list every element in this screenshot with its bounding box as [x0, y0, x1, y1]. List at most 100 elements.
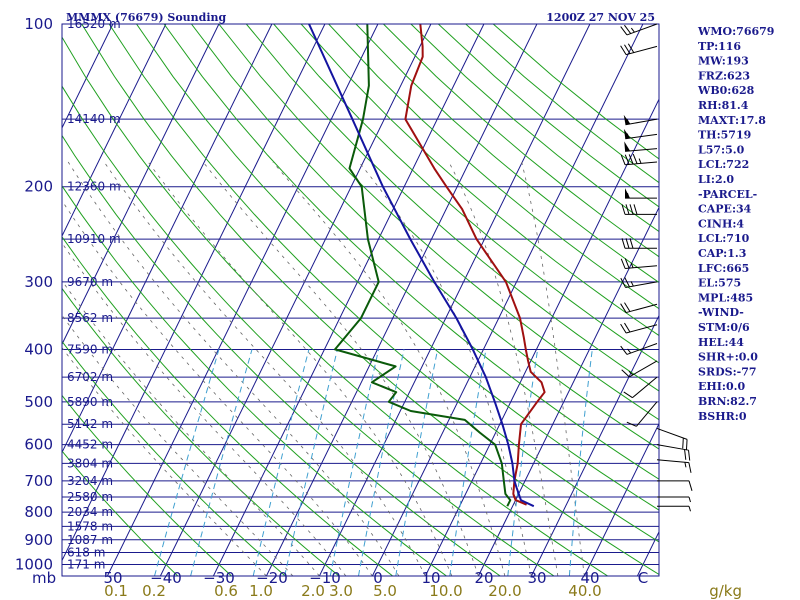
- height-label: 12360 m: [67, 180, 121, 194]
- wind-staff: [656, 444, 689, 451]
- isotherm-line: [106, 24, 379, 576]
- mixing-ratio-label: 3.0: [329, 582, 353, 600]
- pressure-tick-label: 300: [24, 273, 53, 291]
- index-item: FRZ:623: [698, 69, 750, 82]
- mixing-ratio-line: [507, 349, 539, 576]
- wind-barb: [657, 505, 691, 512]
- isotherm-line: [371, 24, 644, 576]
- pressure-tick-label: 900: [24, 531, 53, 549]
- temp-tick-label: 20: [474, 569, 493, 587]
- index-item: CAP:1.3: [698, 247, 746, 260]
- pressure-tick-label: 700: [24, 472, 53, 490]
- height-label: 171 m: [67, 558, 105, 572]
- wind-barb-half: [684, 462, 687, 468]
- temp-tick-label: 10: [421, 569, 440, 587]
- dry-adiabat: [81, 24, 659, 576]
- isotherm-line: [583, 422, 659, 576]
- moist-adiabat: [103, 161, 426, 576]
- mixing-ratio-line: [329, 349, 380, 576]
- wind-barb-full: [625, 204, 630, 215]
- pressure-tick-label: 800: [24, 503, 53, 521]
- moist-adiabat: [62, 242, 347, 576]
- height-label: 3204 m: [67, 474, 113, 488]
- temperature-line: [404, 24, 546, 506]
- mixing-ratio-line: [449, 349, 487, 576]
- temp-tick-label: −20: [256, 569, 288, 587]
- mixing-ratio-line: [568, 349, 593, 576]
- isotherm-line: [62, 24, 220, 346]
- wind-barb-full: [688, 450, 691, 461]
- temp-tick-label: 30: [527, 569, 546, 587]
- mixing-unit: g/kg: [709, 582, 742, 600]
- index-item: SHR+:0.0: [698, 351, 758, 364]
- wind-barb: [621, 238, 657, 249]
- wind-barb-full: [628, 154, 634, 165]
- index-item: LCL:722: [698, 158, 749, 171]
- wind-barb: [625, 188, 657, 199]
- wind-barb: [657, 496, 691, 503]
- height-label: 618 m: [67, 546, 105, 560]
- wind-barb-full: [632, 153, 638, 164]
- wind-barb-full: [626, 421, 637, 427]
- wind-barb-full: [620, 323, 627, 334]
- dry-adiabat: [300, 24, 659, 337]
- wind-barb: [624, 141, 658, 152]
- wind-barb-full: [620, 303, 627, 313]
- index-item: HEL:44: [698, 336, 744, 349]
- height-label: 16520 m: [67, 17, 121, 31]
- wind-barb: [620, 23, 658, 36]
- wind-barb: [623, 128, 658, 140]
- pressure-tick-label: 400: [24, 340, 53, 358]
- wind-staff: [625, 118, 658, 126]
- wind-barb-full: [625, 238, 630, 249]
- isotherm-line: [62, 24, 273, 454]
- height-label: 2580 m: [67, 490, 113, 504]
- wind-barb: [620, 322, 658, 334]
- wind-barb-full: [629, 204, 634, 215]
- wind-barb-full: [621, 204, 626, 215]
- wind-barb-half: [628, 370, 634, 376]
- wind-staff: [625, 324, 658, 334]
- index-item: EL:575: [698, 277, 741, 290]
- isotherm-line: [477, 206, 659, 576]
- wind-barb-full: [620, 26, 628, 36]
- pressure-tick-label: 500: [24, 393, 53, 411]
- temp-tick-label: −40: [150, 569, 182, 587]
- mixing-ratio-label: 40.0: [568, 582, 601, 600]
- wind-staff: [625, 133, 658, 140]
- wind-barb-full: [624, 302, 631, 312]
- wind-staff: [625, 148, 658, 152]
- isotherm-line: [62, 24, 326, 562]
- isotherm-line: [0, 24, 7, 576]
- dry-adiabat: [62, 36, 608, 576]
- wind-barb-half: [630, 27, 635, 33]
- wind-barb-full: [620, 345, 628, 355]
- isotherm-line: [530, 314, 659, 576]
- wind-staff: [626, 23, 658, 36]
- mixing-ratio-label: 5.0: [373, 582, 397, 600]
- wind-barb-full: [624, 154, 630, 165]
- wind-barb-half: [688, 506, 691, 512]
- height-label: 14140 m: [67, 112, 121, 126]
- height-label: 2034 m: [67, 505, 113, 519]
- temp-tick-label: −10: [309, 569, 341, 587]
- pressure-tick-label: 100: [24, 15, 53, 33]
- mixing-ratio-line: [252, 349, 310, 576]
- index-item: MW:193: [698, 55, 749, 68]
- height-label: 5890 m: [67, 395, 113, 409]
- height-label: 1578 m: [67, 519, 113, 533]
- dry-adiabat: [62, 235, 394, 576]
- index-item: CAPE:34: [698, 203, 752, 216]
- wind-staff: [625, 281, 658, 288]
- wind-barb-half: [627, 193, 630, 199]
- mixing-ratio-label: 0.1: [104, 582, 128, 600]
- wind-staff: [625, 45, 658, 56]
- mixing-ratio-line: [358, 349, 405, 576]
- wind-barb-half: [638, 158, 642, 164]
- index-item: TP:116: [698, 40, 741, 53]
- isotherm-line: [265, 24, 538, 576]
- index-item: -WIND-: [698, 306, 744, 319]
- mixing-ratio-line: [190, 349, 253, 576]
- mixing-ratio-line: [154, 349, 220, 576]
